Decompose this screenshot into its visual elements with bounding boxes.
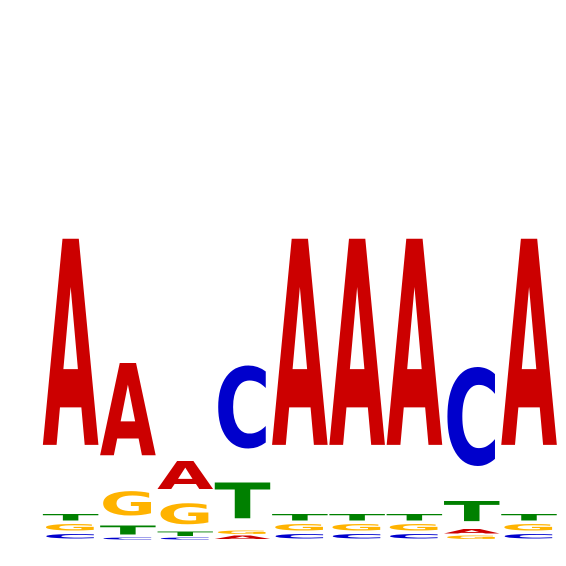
logo-letter-G-pos3: G: [157, 499, 213, 531]
logo-letter-G-pos6: G: [329, 523, 385, 533]
logo-letter-A-pos8: A: [444, 528, 500, 535]
logo-letter-C-pos4: C: [214, 346, 270, 474]
logo-letter-C-pos3: C: [157, 538, 213, 540]
logo-letter-A-pos4: A: [214, 535, 270, 540]
logo-letter-A-pos2: A: [100, 339, 156, 486]
logo-letter-A-pos7: A: [386, 182, 442, 512]
logo-letter-C-pos9: C: [501, 533, 557, 540]
logo-letter-T-pos8: T: [444, 496, 500, 528]
logo-letter-T-pos4: T: [214, 473, 270, 530]
logo-letter-A-pos6: A: [329, 182, 385, 512]
logo-letter-A-pos5: A: [272, 182, 328, 512]
logo-letter-T-pos9: T: [501, 513, 557, 523]
logo-letter-C-pos8: C: [444, 343, 500, 496]
logo-letter-A-pos3: A: [157, 454, 213, 499]
logo-letter-G-pos5: G: [272, 523, 328, 533]
logo-letter-T-pos7: T: [386, 513, 442, 523]
logo-letter-C-pos1: C: [43, 533, 99, 540]
logo-letter-G-pos1: G: [43, 523, 99, 533]
logo-letter-T-pos5: T: [272, 513, 328, 523]
logo-letter-T-pos3: T: [157, 530, 213, 537]
logo-letter-C-pos2: C: [100, 538, 156, 540]
logo-letter-G-pos2: G: [100, 485, 156, 522]
logo-letter-T-pos2: T: [100, 523, 156, 538]
logo-letter-G-pos7: G: [386, 523, 442, 533]
logo-letter-T-pos6: T: [329, 513, 385, 523]
logo-letter-G-pos4: G: [214, 530, 270, 535]
logo-letter-C-pos6: C: [329, 533, 385, 540]
logo-letter-A-pos9: A: [501, 182, 557, 512]
logo-letter-C-pos5: C: [272, 533, 328, 540]
logo-letter-C-pos7: C: [386, 533, 442, 540]
logo-letter-G-pos8: G: [444, 535, 500, 540]
logo-letter-A-pos1: A: [43, 182, 99, 512]
logo-letter-T-pos1: T: [43, 513, 99, 523]
logo-letter-G-pos9: G: [501, 523, 557, 533]
